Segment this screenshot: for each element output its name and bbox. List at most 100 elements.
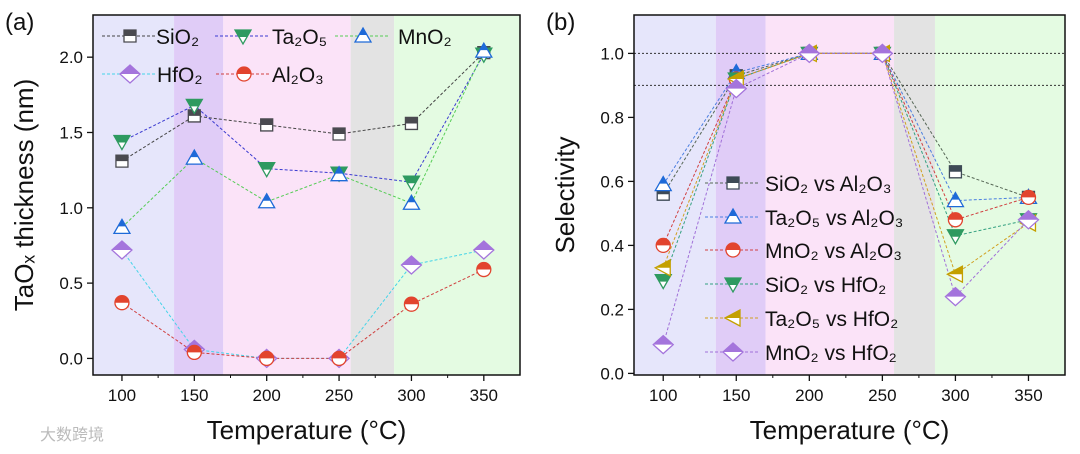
legend-label: Al₂O₃ xyxy=(272,64,324,87)
legend-label: MnO₂ vs Al₂O₃ xyxy=(765,240,902,263)
legend-item: MnO₂ vs Al₂O₃ xyxy=(705,240,902,263)
data-point xyxy=(725,78,748,99)
legend-marker xyxy=(725,242,741,258)
tri-down-marker-fill xyxy=(258,162,275,170)
diamond-marker-fill xyxy=(945,287,966,297)
data-point xyxy=(186,344,202,361)
tri-up-marker-fill xyxy=(335,166,344,174)
diamond-marker-fill xyxy=(653,335,674,345)
data-point xyxy=(871,43,894,64)
diamond-marker-fill xyxy=(726,79,747,89)
legend-marker xyxy=(353,26,373,43)
legend-marker xyxy=(723,277,743,294)
data-point xyxy=(402,175,421,192)
tri-up-marker-fill xyxy=(407,195,416,203)
square-marker-fill xyxy=(949,165,962,172)
data-point xyxy=(654,273,673,290)
data-point xyxy=(652,334,675,355)
x-tick-label: 350 xyxy=(1014,386,1042,405)
legend-label: SiO₂ vs HfO₂ xyxy=(765,274,886,297)
y-axis-title: Selectivity xyxy=(550,136,580,253)
legend-marker xyxy=(723,308,741,328)
diamond-marker-fill xyxy=(473,240,494,250)
data-point xyxy=(403,296,420,312)
circle-marker-fill xyxy=(237,67,251,75)
legend-label: HfO₂ xyxy=(157,64,203,87)
legend-marker xyxy=(123,29,137,43)
series-line xyxy=(662,52,1029,345)
legend-item: MnO₂ xyxy=(335,26,452,49)
x-tick-label: 200 xyxy=(253,386,281,405)
diamond-marker-fill xyxy=(401,256,422,266)
legend-item: Ta₂O₅ xyxy=(215,26,327,49)
data-point xyxy=(946,229,965,246)
legend-marker xyxy=(722,342,744,362)
tri-left-marker-fill xyxy=(947,266,963,275)
data-point xyxy=(655,237,671,254)
y-tick-label: 0.5 xyxy=(59,274,83,293)
tri-down-marker-fill xyxy=(725,278,741,286)
data-point xyxy=(654,175,673,192)
tri-left-marker-fill xyxy=(655,259,671,268)
legend-marker xyxy=(236,66,252,82)
square-marker-fill xyxy=(124,30,136,37)
legend-label: MnO₂ xyxy=(398,26,452,49)
temperature-band xyxy=(634,15,716,375)
data-point xyxy=(332,127,346,141)
circle-marker-fill xyxy=(656,238,671,246)
tri-down-marker-fill xyxy=(113,135,130,143)
square-marker-fill xyxy=(405,117,418,124)
circle-marker-fill xyxy=(476,262,491,270)
data-point xyxy=(112,218,132,235)
data-point xyxy=(257,161,276,178)
circle-marker-fill xyxy=(404,297,419,305)
tri-down-marker-fill xyxy=(403,176,420,184)
diamond-marker-fill xyxy=(799,44,820,54)
legend-item: MnO₂ vs HfO₂ xyxy=(705,342,897,365)
legend-label: SiO₂ vs Al₂O₃ xyxy=(765,173,891,196)
x-tick-label: 300 xyxy=(397,386,425,405)
legend-label: MnO₂ vs HfO₂ xyxy=(765,342,897,365)
y-tick-label: 0.4 xyxy=(600,236,624,255)
data-point xyxy=(110,240,133,260)
tri-up-marker-fill xyxy=(659,176,668,184)
x-axis-title: Temperature (°C) xyxy=(207,415,407,445)
data-point xyxy=(948,165,963,179)
tri-left-marker-fill xyxy=(728,71,744,80)
circle-marker-fill xyxy=(259,351,274,359)
data-point xyxy=(1017,209,1040,230)
diamond-marker-fill xyxy=(723,343,743,353)
tri-up-marker-fill xyxy=(479,43,488,51)
data-point xyxy=(472,240,495,260)
tri-up-marker-fill xyxy=(190,150,199,158)
data-point xyxy=(115,154,129,168)
series-line xyxy=(662,52,1029,275)
y-tick-label: 0.6 xyxy=(600,172,624,191)
legend-label: Ta₂O₅ xyxy=(272,26,327,49)
panel-label: (a) xyxy=(5,9,34,36)
diamond-marker-fill xyxy=(111,240,132,250)
circle-marker-fill xyxy=(187,345,202,353)
data-point xyxy=(260,118,274,132)
x-tick-label: 350 xyxy=(470,386,498,405)
y-tick-label: 1.5 xyxy=(59,123,83,142)
y-tick-label: 0.0 xyxy=(59,349,83,368)
circle-marker-fill xyxy=(948,212,963,220)
y-tick-label: 1.0 xyxy=(59,199,83,218)
chart-b: 100 150 200 250 300 350 0.0 0.2 0.4 0.6 0.8 1.0 Temp… xyxy=(546,9,1066,445)
watermark: 大数跨境 xyxy=(40,425,104,444)
tri-up-marker-fill xyxy=(358,28,368,36)
data-point xyxy=(259,350,275,367)
circle-marker-fill xyxy=(114,295,129,303)
series-line xyxy=(121,50,485,228)
square-marker-fill xyxy=(260,118,273,125)
temperature-band xyxy=(894,15,935,375)
diamond-marker-fill xyxy=(1018,210,1039,220)
y-tick-label: 2.0 xyxy=(59,48,83,67)
tri-down-marker-fill xyxy=(235,30,251,38)
data-point xyxy=(402,193,421,210)
panel-label: (b) xyxy=(546,9,575,36)
data-point xyxy=(798,43,821,64)
data-point xyxy=(112,134,132,151)
